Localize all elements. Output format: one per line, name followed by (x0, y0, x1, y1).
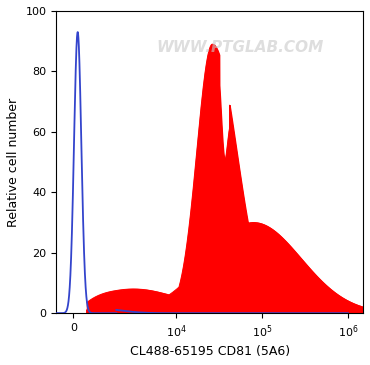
X-axis label: CL488-65195 CD81 (5A6): CL488-65195 CD81 (5A6) (130, 345, 290, 358)
Y-axis label: Relative cell number: Relative cell number (7, 97, 20, 227)
Text: WWW.PTGLAB.COM: WWW.PTGLAB.COM (157, 40, 324, 55)
